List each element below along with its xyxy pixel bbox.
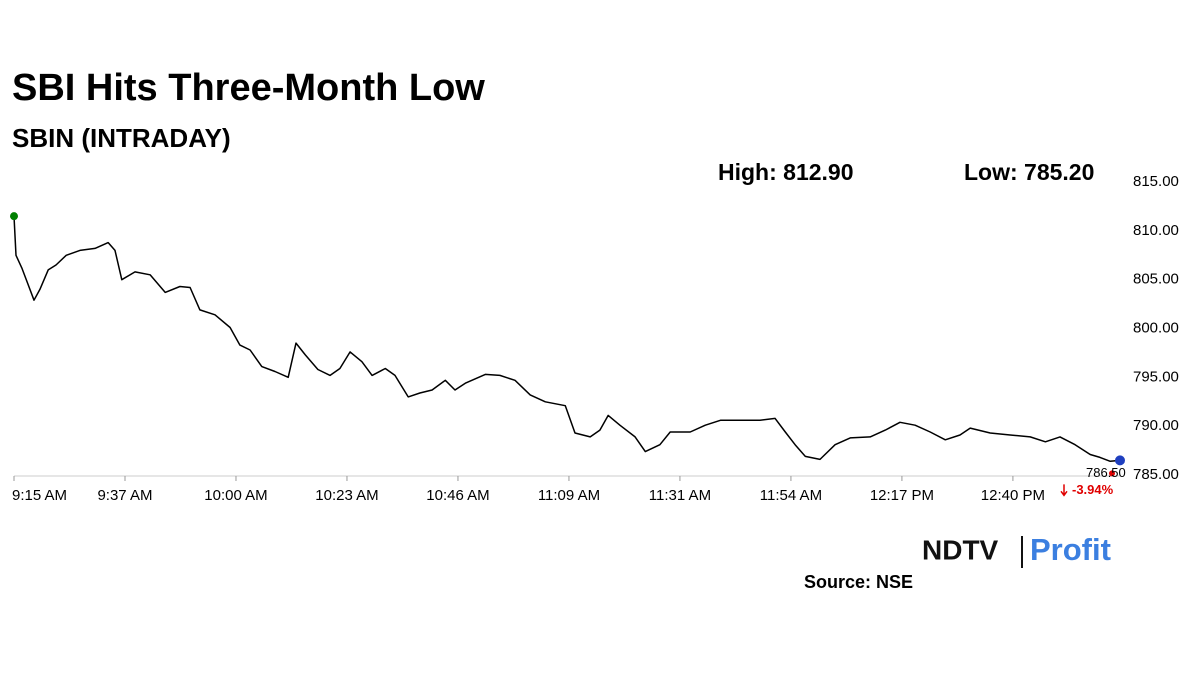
y-tick-label: 815.00 (1133, 173, 1179, 190)
x-tick-label: 12:40 PM (981, 487, 1045, 504)
logo-ndtv: NDTV (922, 534, 999, 565)
y-tick-label: 800.00 (1133, 319, 1179, 336)
x-tick-label: 12:17 PM (870, 487, 934, 504)
down-dot (1109, 470, 1115, 477)
x-tick-label: 11:09 AM (538, 487, 600, 504)
source: Source: NSE (804, 572, 913, 592)
y-tick-label: 790.00 (1133, 417, 1179, 434)
start-dot (10, 212, 18, 221)
y-tick-label: 795.00 (1133, 368, 1179, 385)
x-tick-label: 11:31 AM (649, 487, 711, 504)
down-arrow (1060, 484, 1068, 497)
logo-profit: Profit (1030, 532, 1111, 567)
x-tick-label: 10:00 AM (204, 487, 267, 504)
price-line (13, 216, 1121, 463)
chart-title: SBI Hits Three-Month Low (12, 67, 485, 109)
x-tick-label: 10:23 AM (315, 487, 378, 504)
end-dot (1115, 455, 1125, 466)
y-tick-label: 785.00 (1133, 466, 1179, 483)
x-tick-label: 11:54 AM (760, 487, 822, 504)
last-price: 786.50 (1086, 465, 1126, 480)
x-tick-label: 9:37 AM (97, 487, 152, 504)
change-label: -3.94% (1072, 482, 1114, 497)
y-tick-label: 810.00 (1133, 222, 1179, 239)
y-tick-label: 805.00 (1133, 271, 1179, 288)
chart-subtitle: SBIN (INTRADAY) (12, 123, 231, 153)
low-label: Low: 785.20 (964, 159, 1094, 185)
x-tick-label: 10:46 AM (426, 487, 489, 504)
high-label: High: 812.90 (718, 159, 854, 185)
x-tick-label: 9:15 AM (12, 487, 67, 504)
